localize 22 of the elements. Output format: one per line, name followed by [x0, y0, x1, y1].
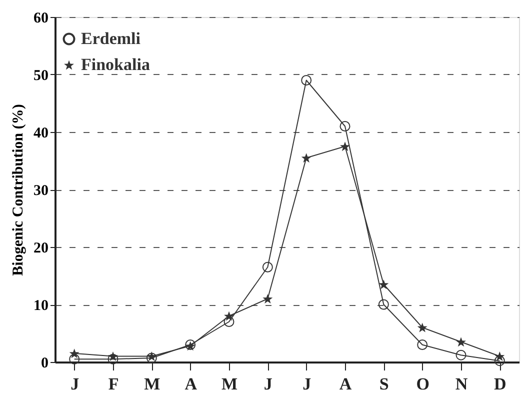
x-tick-label: M	[144, 374, 160, 394]
y-tick-label: 0	[41, 356, 48, 372]
x-tick-label: N	[455, 374, 468, 394]
x-tick-label: J	[264, 374, 273, 394]
y-tick-label: 20	[34, 240, 48, 256]
x-tick-label: O	[416, 374, 430, 394]
x-tick-label: J	[70, 374, 80, 394]
y-tick-label: 30	[34, 183, 48, 199]
legend-label: Finokalia	[81, 55, 150, 74]
x-tick-label: F	[108, 374, 119, 394]
x-tick-label: A	[339, 374, 352, 394]
y-tick-label: 40	[34, 126, 48, 142]
y-axis-title: Biogenic Contribution (%)	[10, 104, 26, 276]
x-tick-label: S	[379, 374, 389, 394]
y-tick-label: 10	[34, 298, 48, 314]
x-tick-label: A	[184, 374, 198, 394]
y-tick-label: 60	[34, 10, 48, 26]
x-tick-label: M	[221, 374, 238, 394]
y-tick-label: 50	[34, 68, 48, 84]
x-tick-label: D	[494, 374, 506, 394]
legend-label: Erdemli	[81, 29, 141, 48]
x-tick-label: J	[302, 374, 312, 394]
